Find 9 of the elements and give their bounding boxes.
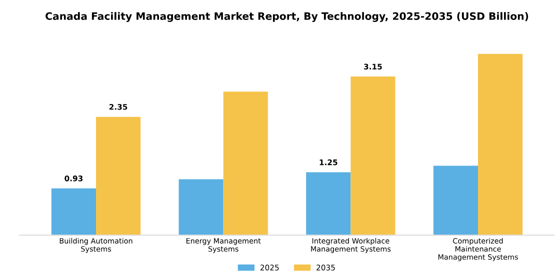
bar [433, 166, 478, 236]
bar [51, 188, 96, 236]
chart-title: Canada Facility Management Market Report, By Technology, 2025-2035 (USD Billion) [46, 12, 528, 22]
bar [223, 92, 268, 236]
bar [306, 172, 351, 236]
bar [478, 54, 523, 236]
bar [96, 116, 141, 236]
bar [350, 76, 396, 236]
bar [178, 179, 224, 236]
